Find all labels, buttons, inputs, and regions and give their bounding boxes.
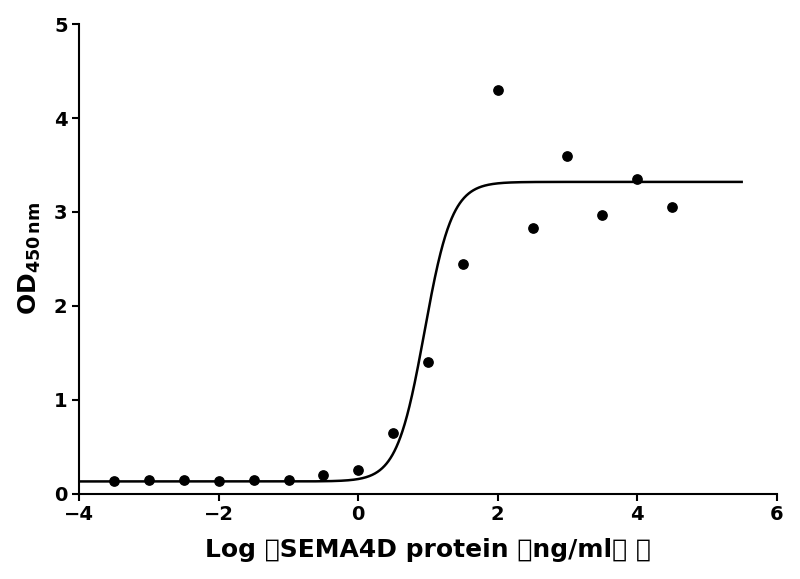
Point xyxy=(386,428,399,437)
Point xyxy=(561,151,574,160)
Point xyxy=(352,466,365,475)
Point xyxy=(282,476,295,485)
Point xyxy=(491,85,504,94)
Point xyxy=(213,477,226,486)
Point xyxy=(666,203,678,212)
X-axis label: Log （SEMA4D protein （ng/ml） ）: Log （SEMA4D protein （ng/ml） ） xyxy=(205,538,651,562)
Point xyxy=(596,210,609,219)
Y-axis label: OD$_{\mathregular{450\,nm}}$: OD$_{\mathregular{450\,nm}}$ xyxy=(17,203,43,316)
Point xyxy=(178,476,190,485)
Point xyxy=(108,477,121,486)
Point xyxy=(526,223,539,233)
Point xyxy=(422,358,434,367)
Point xyxy=(317,470,330,479)
Point xyxy=(247,475,260,484)
Point xyxy=(630,174,643,184)
Point xyxy=(142,475,155,484)
Point xyxy=(457,259,470,268)
